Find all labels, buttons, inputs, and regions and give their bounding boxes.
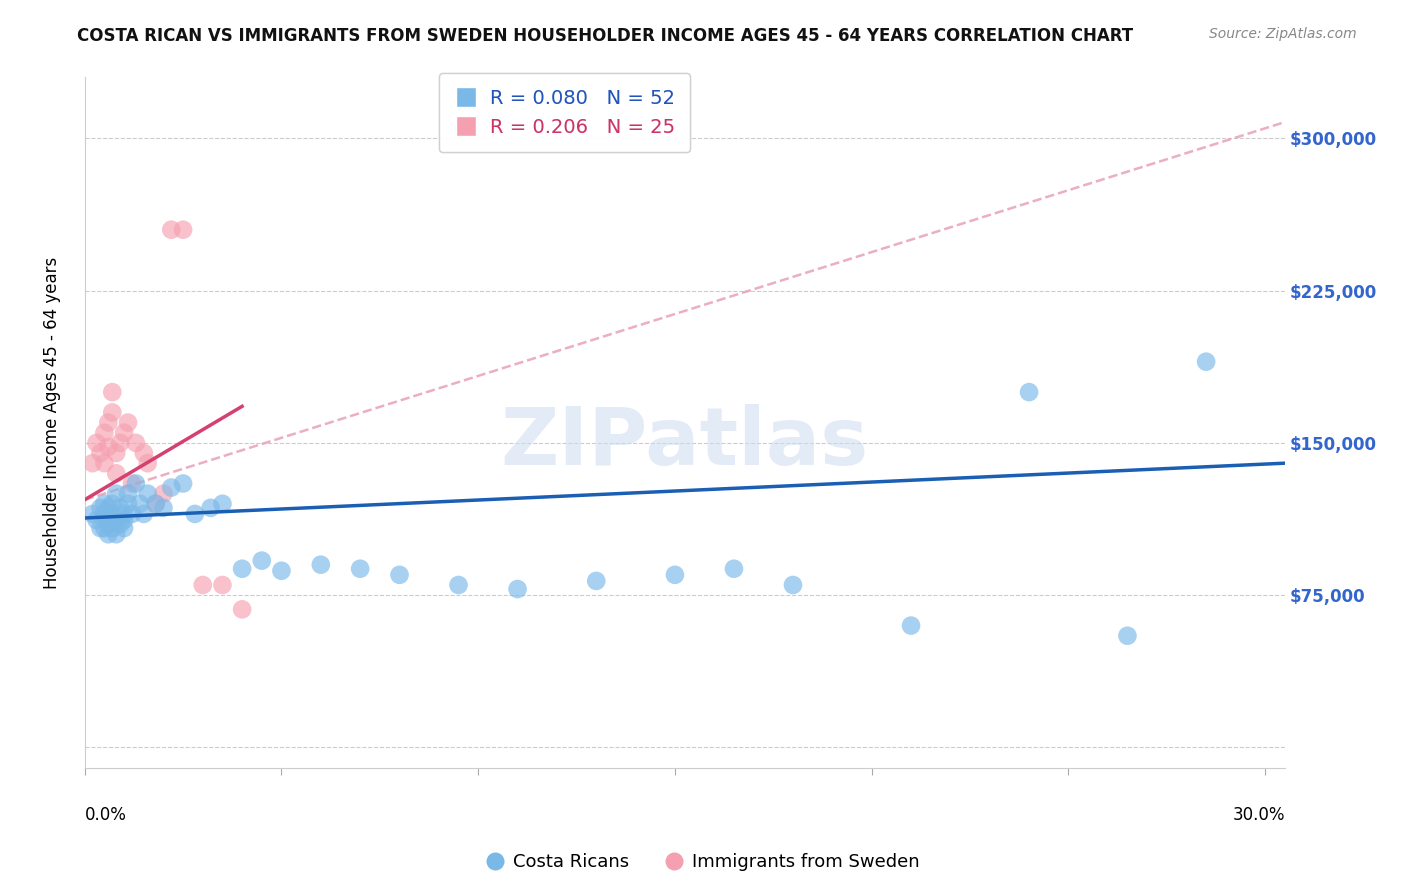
Point [117, 497, 139, 511]
Point [97, 416, 120, 430]
Point [191, 578, 214, 592]
Point [132, 446, 155, 460]
Point [125, 435, 148, 450]
Point [89, 500, 111, 515]
Text: ZIPatlas: ZIPatlas [501, 404, 869, 483]
Point [86, 513, 108, 527]
Point [506, 582, 529, 596]
Point [349, 562, 371, 576]
Point [388, 567, 411, 582]
Point [270, 564, 292, 578]
Point [82, 456, 104, 470]
Point [105, 467, 128, 481]
Point [93, 497, 115, 511]
Point [108, 435, 131, 450]
Point [184, 507, 207, 521]
Point [585, 574, 607, 588]
Point [108, 500, 131, 515]
Legend: R = 0.080   N = 52, R = 0.206   N = 25: R = 0.080 N = 52, R = 0.206 N = 25 [439, 73, 690, 153]
Point [93, 456, 115, 470]
Legend: Costa Ricans, Immigrants from Sweden: Costa Ricans, Immigrants from Sweden [479, 847, 927, 879]
Point [250, 554, 273, 568]
Text: 30.0%: 30.0% [1232, 805, 1285, 823]
Point [664, 567, 686, 582]
Point [97, 517, 120, 532]
Point [200, 500, 222, 515]
Point [105, 446, 128, 460]
Point [121, 507, 143, 521]
Text: 0.0%: 0.0% [84, 805, 127, 823]
Point [211, 578, 233, 592]
Point [89, 521, 111, 535]
Point [152, 500, 174, 515]
Point [231, 562, 253, 576]
Point [723, 562, 745, 576]
Point [112, 521, 135, 535]
Point [97, 500, 120, 515]
Point [101, 385, 124, 400]
Point [105, 513, 128, 527]
Point [101, 497, 124, 511]
Point [97, 527, 120, 541]
Point [1018, 385, 1040, 400]
Point [132, 507, 155, 521]
Point [145, 497, 167, 511]
Point [782, 578, 804, 592]
Point [112, 507, 135, 521]
Point [447, 578, 470, 592]
Point [112, 425, 135, 440]
Point [900, 618, 922, 632]
Point [145, 497, 167, 511]
Point [105, 486, 128, 500]
Point [172, 476, 194, 491]
Text: COSTA RICAN VS IMMIGRANTS FROM SWEDEN HOUSEHOLDER INCOME AGES 45 - 64 YEARS CORR: COSTA RICAN VS IMMIGRANTS FROM SWEDEN HO… [77, 27, 1133, 45]
Point [160, 481, 183, 495]
Point [108, 517, 131, 532]
Point [211, 497, 233, 511]
Point [89, 446, 111, 460]
Point [231, 602, 253, 616]
Point [152, 486, 174, 500]
Point [105, 527, 128, 541]
Point [136, 456, 159, 470]
Point [128, 497, 150, 511]
Point [125, 476, 148, 491]
Point [121, 476, 143, 491]
Point [93, 521, 115, 535]
Point [117, 416, 139, 430]
Point [1195, 354, 1218, 368]
Point [101, 521, 124, 535]
Point [97, 513, 120, 527]
Point [172, 223, 194, 237]
Point [101, 507, 124, 521]
Point [117, 486, 139, 500]
Y-axis label: Householder Income Ages 45 - 64 years: Householder Income Ages 45 - 64 years [44, 256, 60, 589]
Point [86, 435, 108, 450]
Point [136, 486, 159, 500]
Text: Source: ZipAtlas.com: Source: ZipAtlas.com [1209, 27, 1357, 41]
Point [112, 513, 135, 527]
Point [1116, 629, 1139, 643]
Point [97, 440, 120, 454]
Point [82, 507, 104, 521]
Point [309, 558, 332, 572]
Point [101, 405, 124, 419]
Point [160, 223, 183, 237]
Point [93, 425, 115, 440]
Point [93, 507, 115, 521]
